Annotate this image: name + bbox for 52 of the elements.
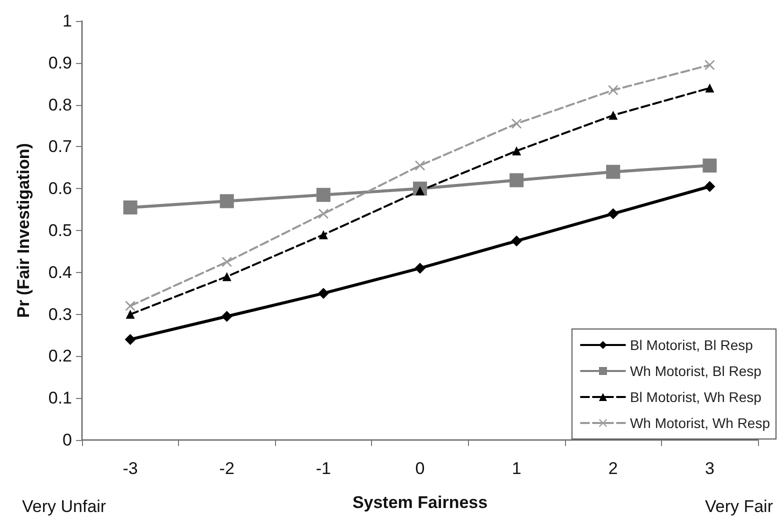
y-tick-label: 0.8	[48, 95, 72, 114]
point	[318, 288, 329, 299]
point	[126, 310, 135, 319]
y-tick-label: 0.3	[48, 304, 72, 324]
x-tick-label: 0	[415, 459, 425, 478]
point	[608, 208, 619, 220]
x-tick-label: 1	[512, 459, 522, 478]
y-tick-label: 0	[62, 430, 72, 450]
point	[222, 272, 232, 282]
text: Very Unfair	[22, 497, 106, 516]
point	[512, 146, 522, 156]
point	[415, 160, 425, 171]
legend-label: Wh Motorist, Wh Resp	[630, 415, 770, 431]
point	[222, 256, 232, 267]
point	[705, 84, 714, 93]
y-tick-label: 0.9	[48, 53, 72, 72]
legend-label: Bl Motorist, Wh Resp	[630, 389, 762, 405]
y-tick-label: 1	[62, 12, 72, 30]
point	[123, 200, 138, 214]
y-axis-title: Pr (Fair Investigation)	[14, 143, 33, 318]
point	[316, 188, 330, 202]
point	[608, 85, 618, 96]
point	[318, 230, 328, 240]
point	[704, 60, 715, 70]
x-tick-label: -1	[316, 459, 331, 478]
y-tick-label: 0.1	[48, 388, 72, 408]
point	[608, 110, 618, 120]
y-tick-label: 0.2	[48, 346, 72, 366]
point	[511, 235, 522, 246]
x-tick-label: 2	[608, 459, 618, 478]
x-axis-title: System Fairness	[352, 493, 488, 512]
point	[606, 164, 620, 179]
legend-label: Bl Motorist, Bl Resp	[630, 337, 754, 353]
x-tick-label: 3	[704, 459, 714, 478]
point	[512, 118, 522, 129]
x-tick-label: -2	[219, 459, 234, 478]
point	[318, 208, 328, 219]
point	[220, 194, 234, 208]
point	[414, 262, 426, 274]
point	[125, 300, 136, 311]
text: Very Fair	[704, 497, 774, 516]
y-tick-label: 0.6	[48, 179, 72, 198]
y-tick-label: 0.7	[48, 137, 72, 156]
point	[510, 173, 524, 188]
x-tick-label: -3	[122, 459, 138, 478]
y-tick-label: 0.4	[48, 262, 72, 282]
point	[124, 334, 136, 345]
point	[221, 310, 232, 322]
legend-label: Wh Motorist, Bl Resp	[630, 363, 762, 379]
point	[702, 158, 717, 173]
point	[704, 181, 716, 192]
y-tick-label: 0.5	[48, 221, 72, 240]
